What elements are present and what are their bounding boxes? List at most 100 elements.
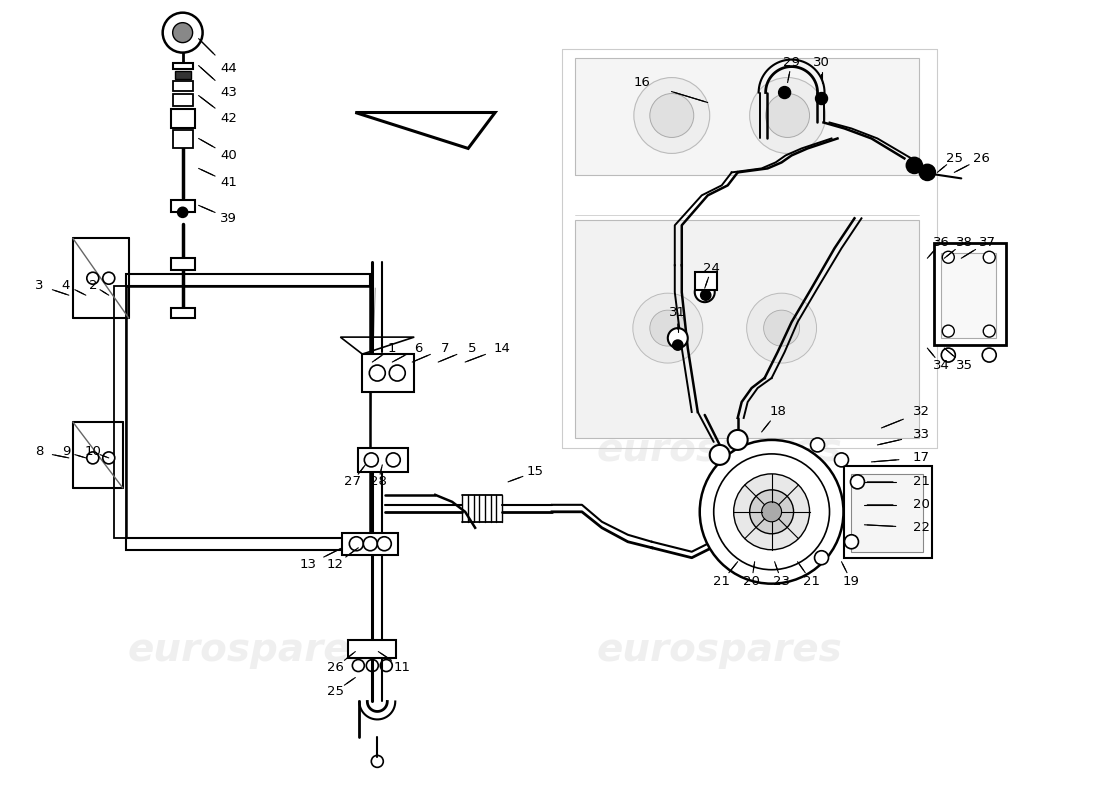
Circle shape [779,86,791,98]
Circle shape [920,165,935,180]
Text: 8: 8 [35,446,43,458]
Bar [934,243,1006,345]
Circle shape [845,534,858,549]
Circle shape [87,452,99,464]
Circle shape [363,537,377,550]
Bar [695,272,717,290]
Text: 9: 9 [62,446,70,458]
Text: 19: 19 [843,575,860,588]
Bar [575,58,920,175]
Text: 4: 4 [62,278,70,292]
Circle shape [714,454,829,570]
Text: eurospares: eurospares [597,630,843,669]
Circle shape [350,537,363,550]
Circle shape [814,550,828,565]
Text: 42: 42 [220,112,236,125]
Text: 36: 36 [933,236,949,249]
Text: 35: 35 [956,358,972,371]
Text: 33: 33 [913,429,930,442]
Circle shape [668,328,688,348]
Bar [342,533,398,554]
Bar [125,274,371,286]
Circle shape [163,13,202,53]
Circle shape [983,251,996,263]
Circle shape [766,94,810,138]
Bar [170,308,195,318]
Text: 34: 34 [933,358,949,371]
Bar [170,200,195,212]
Text: 23: 23 [773,575,790,588]
Circle shape [942,348,955,362]
Circle shape [695,282,715,302]
Bar [359,448,408,472]
Text: 21: 21 [803,575,820,588]
Text: 3: 3 [34,278,43,292]
Bar [170,109,195,129]
Bar [942,254,997,338]
Text: 6: 6 [414,342,422,354]
Text: 44: 44 [220,62,236,75]
Bar [575,220,920,438]
Bar [113,286,125,538]
Text: 20: 20 [744,575,760,588]
Circle shape [835,453,848,467]
Text: 27: 27 [344,475,361,488]
Text: 41: 41 [220,176,236,189]
Text: 40: 40 [220,149,236,162]
Circle shape [747,293,816,363]
Text: 15: 15 [527,466,543,478]
Text: 16: 16 [634,76,650,89]
Bar [125,538,371,550]
Text: 43: 43 [220,86,236,99]
Circle shape [750,490,793,534]
Text: 21: 21 [913,475,930,488]
Circle shape [650,94,694,138]
Bar [173,62,192,69]
Text: 22: 22 [913,522,930,534]
Text: 10: 10 [85,446,101,458]
Circle shape [906,158,923,174]
Circle shape [710,445,729,465]
Text: 5: 5 [468,342,476,354]
Circle shape [386,453,400,467]
Bar [173,94,192,106]
Text: 26: 26 [327,661,344,674]
Text: 11: 11 [394,661,410,674]
Circle shape [632,293,703,363]
Circle shape [650,310,685,346]
Text: 20: 20 [913,498,930,511]
Circle shape [173,22,192,42]
Text: 30: 30 [813,56,830,69]
Circle shape [728,430,748,450]
Text: 25: 25 [327,685,344,698]
Text: 31: 31 [669,306,686,318]
Circle shape [377,537,392,550]
Polygon shape [355,113,495,149]
Text: 12: 12 [327,558,344,571]
Text: 2: 2 [88,278,97,292]
Text: 1: 1 [388,342,396,354]
Text: 37: 37 [979,236,996,249]
Text: 38: 38 [956,236,972,249]
Circle shape [700,440,844,584]
Bar [362,354,415,392]
Bar [845,466,933,558]
Circle shape [761,502,782,522]
Text: 29: 29 [783,56,800,69]
Circle shape [673,340,683,350]
Text: 39: 39 [220,212,236,225]
Text: 7: 7 [441,342,450,354]
Text: 21: 21 [713,575,730,588]
Circle shape [763,310,800,346]
Text: 17: 17 [913,451,930,464]
Circle shape [177,207,188,218]
Circle shape [750,78,825,154]
Text: 14: 14 [494,342,510,354]
Bar [173,81,192,90]
Text: 18: 18 [769,406,786,418]
Text: eurospares: eurospares [128,431,373,469]
Text: eurospares: eurospares [128,630,373,669]
Circle shape [983,325,996,337]
Circle shape [701,290,711,300]
Circle shape [850,475,865,489]
